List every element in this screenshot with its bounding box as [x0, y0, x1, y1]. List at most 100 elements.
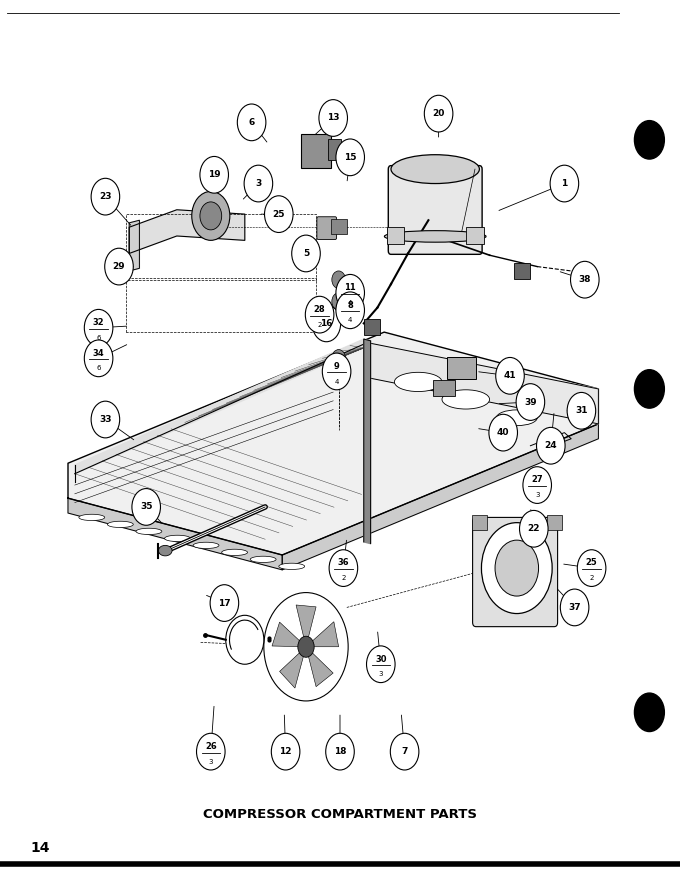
Circle shape [237, 104, 266, 141]
Ellipse shape [394, 372, 442, 392]
Text: 31: 31 [575, 406, 588, 415]
FancyBboxPatch shape [473, 517, 558, 627]
Circle shape [271, 733, 300, 770]
Circle shape [336, 139, 364, 176]
Circle shape [105, 248, 133, 285]
Polygon shape [367, 343, 598, 424]
Circle shape [332, 271, 345, 288]
Circle shape [84, 340, 113, 377]
Circle shape [326, 733, 354, 770]
Text: 33: 33 [99, 415, 112, 424]
Circle shape [516, 384, 545, 420]
FancyBboxPatch shape [301, 134, 331, 168]
Circle shape [390, 733, 419, 770]
Text: 4: 4 [348, 317, 352, 323]
Text: 17: 17 [218, 599, 231, 607]
Ellipse shape [442, 390, 490, 409]
Circle shape [84, 309, 113, 346]
Circle shape [298, 636, 314, 657]
Ellipse shape [250, 556, 276, 563]
Text: 1: 1 [561, 179, 568, 188]
Text: 29: 29 [113, 262, 125, 271]
Circle shape [91, 178, 120, 215]
Text: 3: 3 [535, 492, 539, 498]
Circle shape [305, 296, 334, 333]
FancyBboxPatch shape [514, 263, 530, 279]
Text: 13: 13 [327, 114, 339, 122]
FancyBboxPatch shape [433, 380, 455, 396]
Circle shape [336, 292, 364, 329]
Circle shape [496, 357, 524, 394]
Circle shape [265, 196, 293, 232]
Polygon shape [296, 605, 316, 640]
Circle shape [332, 350, 345, 367]
Circle shape [367, 646, 395, 683]
Polygon shape [129, 210, 245, 253]
Polygon shape [68, 498, 282, 570]
Text: 32: 32 [92, 318, 105, 327]
FancyBboxPatch shape [386, 226, 404, 244]
Text: 24: 24 [545, 441, 557, 450]
Circle shape [537, 427, 565, 464]
Ellipse shape [193, 542, 219, 549]
Circle shape [634, 370, 664, 408]
Ellipse shape [391, 155, 479, 184]
Circle shape [91, 401, 120, 438]
FancyBboxPatch shape [364, 319, 380, 335]
Text: 26: 26 [205, 742, 217, 751]
Circle shape [292, 235, 320, 272]
Text: 20: 20 [432, 109, 445, 118]
Text: 28: 28 [313, 305, 326, 314]
FancyBboxPatch shape [447, 357, 476, 379]
Text: COMPRESSOR COMPARTMENT PARTS: COMPRESSOR COMPARTMENT PARTS [203, 808, 477, 821]
Ellipse shape [222, 549, 248, 556]
Text: 8: 8 [347, 301, 353, 309]
Text: 16: 16 [320, 319, 333, 328]
Text: 41: 41 [504, 371, 516, 380]
Circle shape [489, 414, 517, 451]
Polygon shape [75, 339, 364, 474]
Text: 35: 35 [140, 503, 152, 511]
Circle shape [319, 100, 347, 136]
Text: 7: 7 [401, 747, 408, 756]
Circle shape [200, 156, 228, 193]
Circle shape [132, 489, 160, 525]
Ellipse shape [107, 521, 133, 528]
Text: 36: 36 [337, 558, 350, 567]
Text: 6: 6 [248, 118, 255, 127]
Text: 15: 15 [344, 153, 356, 162]
Circle shape [424, 95, 453, 132]
Text: 3: 3 [379, 671, 383, 677]
Circle shape [550, 165, 579, 202]
Circle shape [523, 467, 551, 503]
Ellipse shape [496, 410, 537, 426]
Circle shape [322, 353, 351, 390]
Circle shape [210, 585, 239, 621]
Text: 5: 5 [303, 249, 309, 258]
Text: 37: 37 [568, 603, 581, 612]
Circle shape [520, 510, 548, 547]
Circle shape [634, 693, 664, 732]
Circle shape [244, 165, 273, 202]
Circle shape [312, 305, 341, 342]
Polygon shape [307, 653, 333, 687]
Text: 6: 6 [97, 365, 101, 371]
FancyBboxPatch shape [309, 305, 325, 320]
FancyBboxPatch shape [466, 226, 484, 244]
FancyBboxPatch shape [331, 219, 347, 234]
FancyBboxPatch shape [472, 515, 487, 530]
FancyBboxPatch shape [328, 139, 341, 160]
Text: 22: 22 [528, 524, 540, 533]
Text: 14: 14 [31, 841, 50, 855]
Ellipse shape [158, 545, 172, 556]
Text: 11: 11 [344, 283, 356, 292]
Circle shape [567, 392, 596, 429]
Circle shape [200, 202, 222, 230]
Ellipse shape [384, 231, 486, 242]
Circle shape [226, 615, 264, 664]
FancyBboxPatch shape [388, 165, 482, 254]
Polygon shape [129, 220, 139, 271]
Circle shape [634, 121, 664, 159]
Text: 39: 39 [524, 398, 537, 406]
Ellipse shape [165, 535, 190, 542]
